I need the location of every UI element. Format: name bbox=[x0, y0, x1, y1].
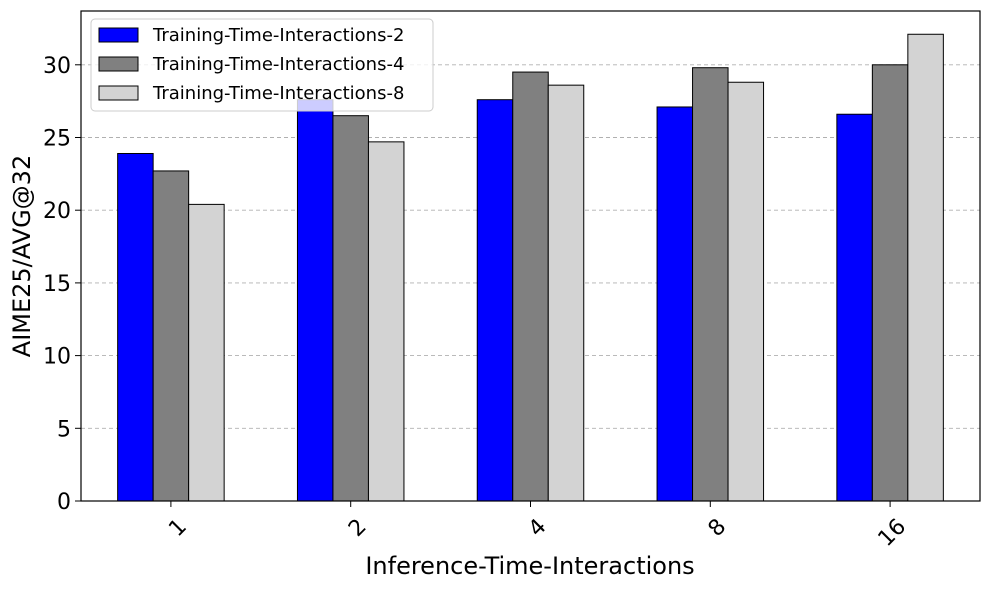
legend-label: Training-Time-Interactions-2 bbox=[152, 25, 404, 46]
legend-swatch bbox=[98, 27, 139, 43]
bar-Training-Time-Interactions-2-2 bbox=[296, 99, 334, 502]
bar-Training-Time-Interactions-8-16 bbox=[907, 33, 944, 502]
legend-swatch bbox=[98, 56, 139, 72]
bar-Training-Time-Interactions-4-4 bbox=[512, 71, 549, 502]
x-tick-label: 1 bbox=[164, 514, 192, 542]
legend-label: Training-Time-Interactions-4 bbox=[152, 54, 404, 75]
bar-Training-Time-Interactions-8-4 bbox=[547, 84, 585, 502]
legend: Training-Time-Interactions-2 Training-Tim… bbox=[90, 18, 434, 112]
x-tick-label: 4 bbox=[524, 514, 552, 542]
x-axis-label: Inference-Time-Interactions bbox=[365, 552, 694, 580]
x-tick-label: 16 bbox=[874, 514, 911, 551]
x-tick-label: 2 bbox=[344, 514, 372, 542]
legend-label: Training-Time-Interactions-8 bbox=[152, 83, 404, 104]
bar-Training-Time-Interactions-8-8 bbox=[727, 81, 765, 502]
bar-Training-Time-Interactions-2-4 bbox=[476, 99, 514, 502]
legend-swatch bbox=[98, 85, 139, 101]
bar-Training-Time-Interactions-4-8 bbox=[692, 67, 729, 502]
x-tick-label: 8 bbox=[704, 514, 732, 542]
y-tick-label: 10 bbox=[43, 345, 71, 370]
bar-Training-Time-Interactions-2-16 bbox=[836, 113, 873, 502]
y-tick-label: 20 bbox=[43, 199, 71, 224]
bar-Training-Time-Interactions-4-2 bbox=[332, 115, 369, 502]
bar-Training-Time-Interactions-2-1 bbox=[117, 152, 154, 502]
bar-Training-Time-Interactions-8-1 bbox=[188, 203, 225, 502]
bars bbox=[117, 33, 944, 502]
y-axis-label: AIME25/AVG@32 bbox=[8, 155, 36, 357]
y-tick-label: 5 bbox=[57, 417, 71, 442]
bar-Training-Time-Interactions-2-8 bbox=[656, 106, 694, 502]
bar-Training-Time-Interactions-4-16 bbox=[871, 64, 909, 502]
y-tick-label: 30 bbox=[43, 54, 71, 79]
y-tick-label: 25 bbox=[43, 126, 71, 151]
legend-box bbox=[90, 18, 434, 112]
y-axis-ticks: 0 5 10 15 20 25 30 bbox=[43, 54, 81, 515]
bar-Training-Time-Interactions-8-2 bbox=[367, 141, 405, 502]
y-tick-label: 0 bbox=[57, 490, 71, 515]
x-axis-ticks: 1 2 4 8 16 bbox=[164, 501, 911, 552]
y-tick-label: 15 bbox=[43, 272, 71, 297]
bar-Training-Time-Interactions-4-1 bbox=[152, 170, 190, 502]
